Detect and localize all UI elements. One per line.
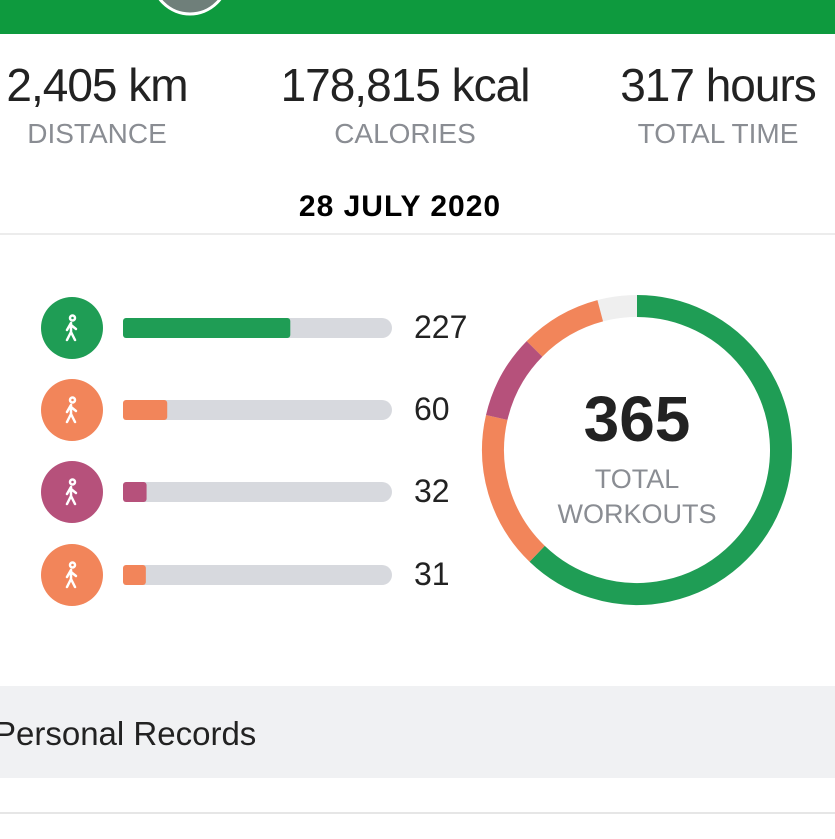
count-label: 227	[414, 309, 468, 345]
section-title[interactable]: Personal Records	[0, 715, 257, 752]
section-band	[0, 686, 835, 778]
total-label: TOTAL WORKOUTS	[557, 464, 717, 529]
header-bar	[0, 0, 835, 34]
bar-track	[123, 400, 392, 420]
divider	[0, 812, 835, 814]
bar-track	[123, 565, 392, 585]
donut-segment	[529, 295, 792, 605]
count-label: 60	[414, 391, 450, 427]
donut-segment	[482, 414, 545, 562]
avatar[interactable]	[150, 0, 230, 16]
stat-value: 317 hours	[620, 59, 817, 111]
bar	[123, 482, 147, 502]
bar-track	[123, 482, 392, 502]
divider	[0, 233, 835, 235]
stat-value: 2,405 km	[6, 59, 188, 111]
workout-chart	[41, 295, 792, 606]
date: 28 JULY 2020	[298, 190, 502, 223]
bar	[123, 565, 146, 585]
total-workouts: 365	[583, 383, 691, 455]
activity-glyph	[65, 478, 78, 506]
count-label: 31	[414, 556, 450, 592]
activity-glyph	[65, 561, 78, 589]
donut-segment	[526, 300, 604, 357]
stat-label: TOTAL TIME	[637, 118, 799, 149]
count-label: 32	[414, 473, 450, 509]
stat-value: 178,815 kcal	[280, 59, 531, 111]
activity-glyph	[65, 314, 78, 342]
bar	[123, 318, 291, 338]
stat-label: DISTANCE	[27, 118, 167, 149]
bar	[123, 400, 168, 420]
activity-glyph	[65, 396, 78, 424]
stat-label: CALORIES	[334, 118, 476, 149]
donut-segment	[486, 341, 543, 421]
